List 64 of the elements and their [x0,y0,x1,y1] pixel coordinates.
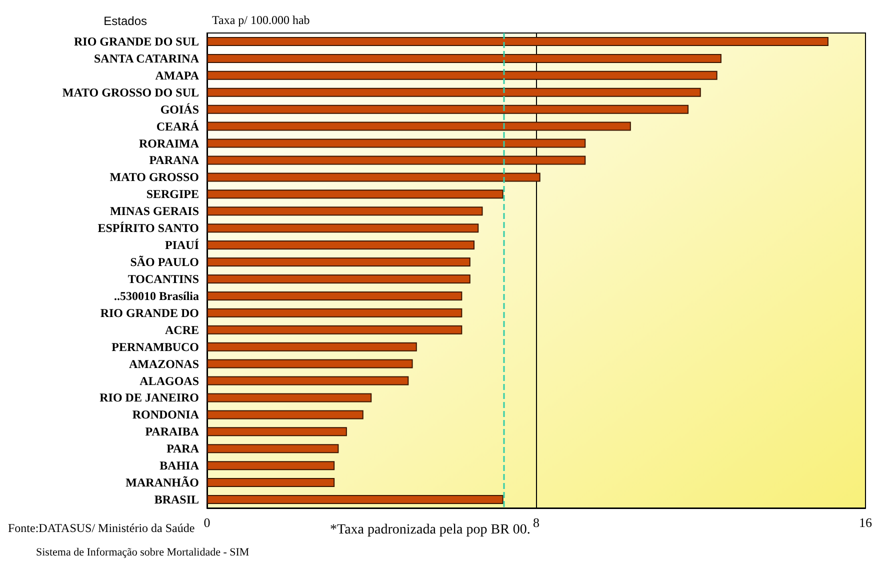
x-tick-label: 0 [204,515,210,530]
bar [207,70,718,80]
y-tick-label: MINAS GERAIS [110,204,200,218]
bar [207,376,409,386]
bar [207,461,335,470]
y-tick-label: RIO GRANDE DO [100,306,199,320]
y-tick-label: SERGIPE [146,187,199,202]
y-tick-label: CEARÁ [156,119,200,134]
y-tick-label: AMAZONAS [128,356,200,371]
bar [207,88,701,97]
y-tick-label: ACRE [164,322,199,337]
bar [207,444,339,454]
bar [207,393,372,402]
bar [207,156,586,165]
y-tick-label: ..530010 Brasília [114,288,199,303]
y-tick-label: RIO GRANDE DO SUL [74,34,199,48]
bar [207,478,335,488]
bar [207,258,470,267]
y-tick-label: BAHIA [160,458,200,473]
y-axis-title: Estados [104,14,147,28]
bar [207,104,689,114]
y-tick-label: BRASIL [154,492,199,507]
source-note: Fonte:DATASUS/ Ministério da Saúde [8,521,195,535]
text: Sistema de Informação sobre Mortalidade - SIM [36,546,250,558]
x-axis-title: Taxa p/ 100.000 hab [212,13,310,27]
y-tick-label: GOIÁS [160,102,200,116]
bar [207,172,540,182]
y-tick-label: SANTA CATARINA [94,51,200,66]
y-tick-label: ESPÍRITO SANTO [98,221,199,236]
text: *Taxa padronizada pela pop BR 00. [330,522,530,538]
y-tick-label: AMAPA [155,68,200,82]
bar [207,274,470,284]
bar [207,190,504,199]
y-tick-label: PARANA [149,153,200,168]
bar [207,291,462,300]
bar [207,138,586,148]
bar [207,427,347,436]
bar [207,342,417,352]
y-tick-label: PERNAMBUCO [112,340,199,354]
y-tick-label: RIO DE JANEIRO [100,390,199,405]
y-tick-label: PIAUÍ [164,238,200,252]
y-tick-label: MARANHÃO [126,476,199,490]
bar [207,36,828,46]
bar [207,410,364,420]
y-tick-label: PARAIBA [145,424,200,439]
y-tick-label: TOCANTINS [128,272,200,286]
y-tick-label: ALAGOAS [140,374,200,388]
bar [207,206,483,216]
y-tick-label: SÃO PAULO [130,255,199,270]
x-tick-label: 16 [859,515,872,530]
bar [207,240,475,250]
y-tick-label: RORAIMA [139,136,200,150]
y-tick-label: RONDONIA [132,408,200,422]
y-tick-label: MATO GROSSO DO SUL [62,85,199,100]
x-tick-label: 8 [533,515,540,530]
y-tick-label: MATO GROSSO [110,170,199,184]
bar [207,308,462,318]
bar [207,359,413,368]
bar [207,54,722,63]
bar [207,325,462,334]
bar [207,224,479,233]
bar [207,122,631,131]
y-tick-label: PARA [166,442,200,456]
bar [207,495,504,504]
